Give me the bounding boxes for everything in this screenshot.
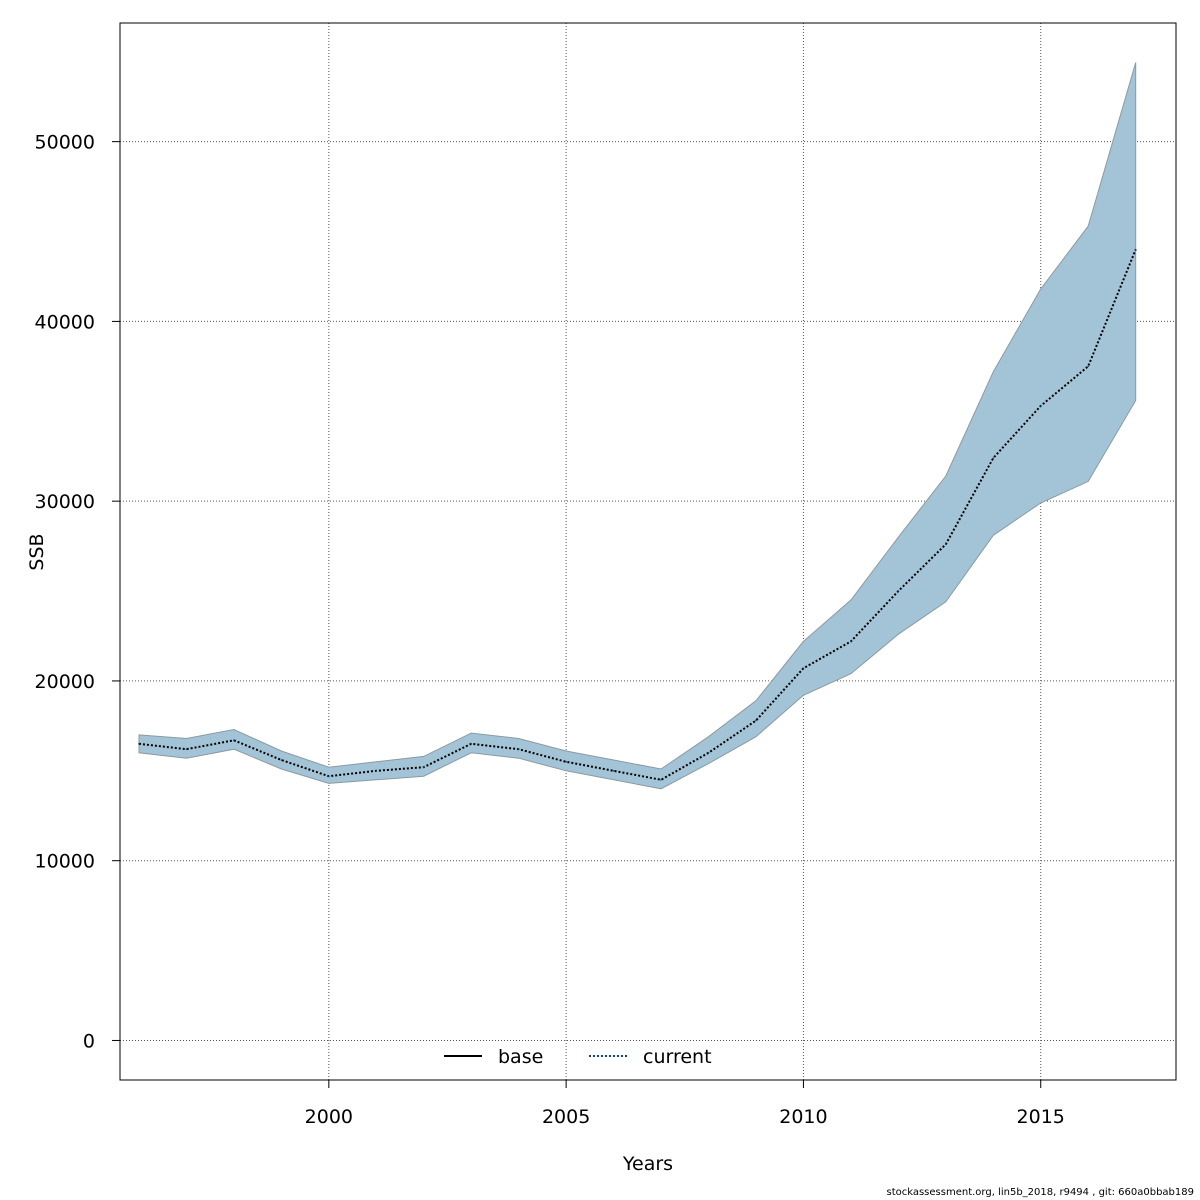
x-axis-ticks: 2000 2005 2010 2015 bbox=[305, 1080, 1065, 1128]
current-data-point bbox=[138, 743, 140, 745]
current-data-point bbox=[755, 719, 757, 722]
current-data-point bbox=[802, 667, 805, 670]
current-data-point bbox=[1087, 365, 1089, 368]
y-tick-label: 50000 bbox=[35, 132, 95, 154]
legend: base current bbox=[444, 1046, 712, 1068]
y-tick-label: 20000 bbox=[35, 671, 95, 693]
current-data-point bbox=[375, 770, 378, 772]
current-series-line bbox=[138, 249, 1137, 781]
y-tick-label: 0 bbox=[83, 1030, 95, 1052]
y-tick-label: 30000 bbox=[35, 491, 95, 513]
x-tick-label: 2005 bbox=[542, 1106, 590, 1128]
y-axis-ticks: 0 10000 20000 30000 40000 50000 bbox=[35, 132, 120, 1052]
current-data-point bbox=[992, 457, 995, 459]
y-tick-label: 10000 bbox=[35, 851, 95, 873]
current-data-point bbox=[422, 766, 425, 769]
x-tick-label: 2000 bbox=[305, 1106, 353, 1128]
current-data-point bbox=[897, 590, 900, 592]
current-data-point bbox=[328, 775, 330, 778]
x-tick-label: 2015 bbox=[1017, 1106, 1065, 1128]
confidence-band bbox=[138, 62, 1137, 790]
current-data-point bbox=[280, 759, 283, 761]
current-data-point bbox=[1134, 248, 1137, 251]
current-data-point bbox=[517, 748, 520, 751]
current-data-point bbox=[565, 761, 567, 763]
x-axis-title: Years bbox=[622, 1153, 673, 1175]
current-data-point bbox=[185, 748, 188, 751]
current-confidence-band bbox=[138, 62, 1137, 790]
current-data-point bbox=[945, 543, 947, 546]
current-data-point bbox=[660, 778, 662, 781]
x-tick-label: 2010 bbox=[779, 1106, 827, 1128]
series-lines bbox=[138, 248, 1137, 781]
current-data-point bbox=[612, 770, 615, 772]
legend-base-label: base bbox=[498, 1046, 543, 1068]
current-data-point bbox=[470, 743, 473, 745]
y-tick-label: 40000 bbox=[35, 311, 95, 333]
plot-frame bbox=[119, 22, 1177, 1081]
grid-lines bbox=[120, 23, 1176, 1080]
current-data-point bbox=[1039, 405, 1042, 407]
current-data-point bbox=[850, 640, 852, 643]
footer-credit: stockassessment.org, lin5b_2018, r9494 ,… bbox=[886, 1187, 1194, 1198]
y-axis-title: SSB bbox=[26, 533, 48, 570]
current-data-point bbox=[707, 752, 710, 754]
current-data-point bbox=[233, 739, 235, 742]
legend-current-label: current bbox=[643, 1046, 712, 1068]
